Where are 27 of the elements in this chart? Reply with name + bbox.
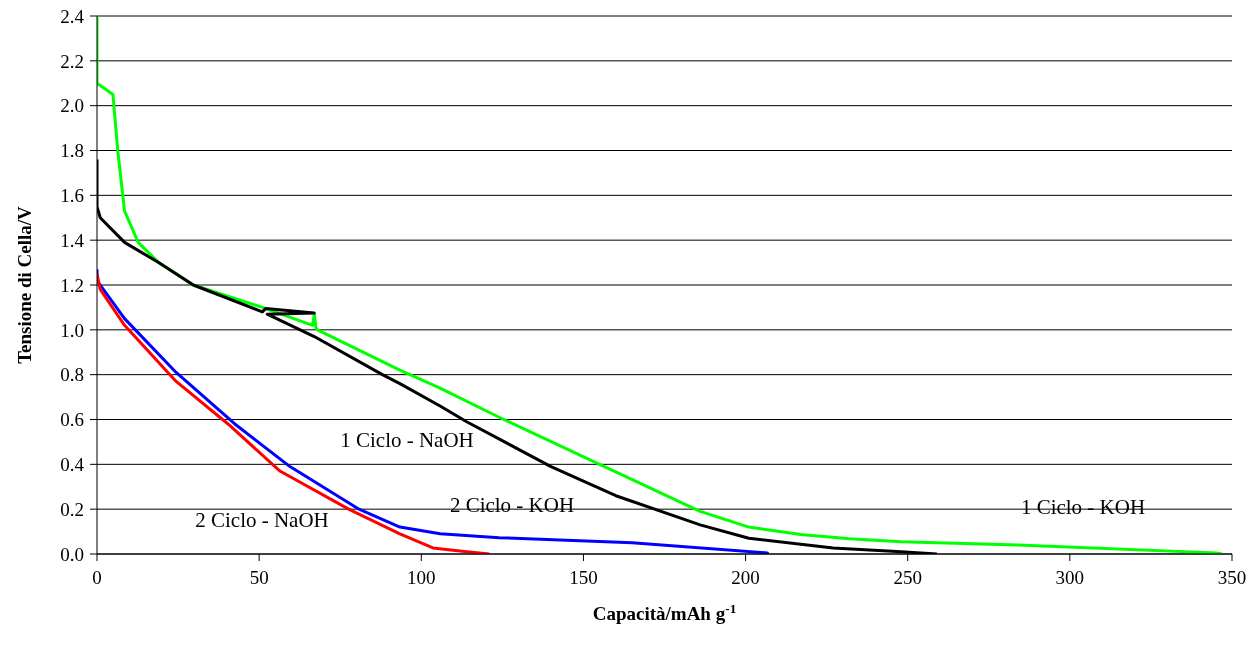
y-tick-label: 2.0: [60, 95, 84, 117]
x-tick-label: 50: [249, 567, 269, 589]
y-tick-label: 0.0: [60, 543, 84, 565]
y-tick-label: 0.8: [60, 364, 84, 386]
line-series: [97, 267, 770, 554]
y-tick-label: 1.4: [60, 229, 85, 251]
x-tick-label: 200: [731, 567, 760, 589]
y-tick-label: 1.2: [60, 274, 84, 296]
y-tick-label: 1.8: [60, 140, 84, 162]
x-tick-label: 100: [407, 567, 436, 589]
y-axis-title: Tensione di Cella/V: [13, 205, 35, 364]
x-tick-label: 350: [1217, 567, 1247, 589]
series-label: 2 Ciclo - NaOH: [195, 508, 329, 532]
series-label: 1 Ciclo - NaOH: [340, 428, 474, 452]
y-tick-label: 1.0: [60, 319, 84, 341]
x-tick-label: 0: [92, 567, 102, 589]
x-tick-label: 250: [893, 567, 922, 589]
y-tick-label: 2.2: [60, 50, 84, 72]
y-tick-label: 0.4: [60, 454, 85, 476]
y-tick-label: 1.6: [60, 185, 84, 207]
x-axis-title: Capacità/mAh g$^{-1}$: [592, 600, 737, 624]
x-tick-label: 150: [569, 567, 598, 589]
y-tick-label: 0.6: [60, 409, 84, 431]
y-tick-label: 2.4: [60, 5, 85, 27]
y-tick-label: 0.2: [60, 498, 84, 520]
line-series: [97, 16, 1224, 554]
x-tick-label: 300: [1055, 567, 1085, 589]
